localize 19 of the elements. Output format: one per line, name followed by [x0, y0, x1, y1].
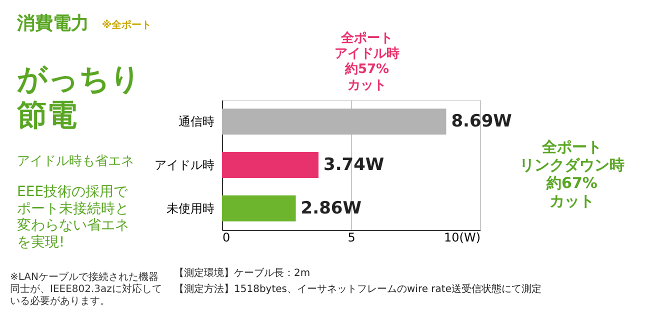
y-tick-label: 未使用時 [166, 201, 214, 216]
y-tick-label: アイドル時 [154, 158, 214, 172]
text: ※LANケーブルで接続された機器同士が、IEEE802.3azに対応している必要があります。 [10, 271, 162, 307]
y-tick-label: 通信時 [178, 114, 214, 129]
text: ※全ポート [102, 19, 152, 31]
text: 【測定方法】1518bytes、イーサネットフレームのwire rate送受信状態にて測定 [174, 283, 542, 295]
x-tick-label: 10(W) [444, 230, 480, 244]
text: アイドル時も省エネ [17, 154, 134, 169]
data-label: 3.74W [323, 155, 384, 175]
text: 【測定環境】ケーブル長：2m [174, 267, 310, 279]
x-tick-label: 5 [348, 230, 356, 244]
data-label: 2.86W [300, 198, 362, 218]
text: 消費電力 [16, 13, 89, 34]
text: がっちり節電 [16, 62, 141, 133]
data-label: 8.69W [451, 112, 512, 132]
x-tick-label: 0 [222, 230, 230, 244]
text: EEE技術の採用でポート未接続時と変わらない省エネを実現! [17, 184, 129, 250]
text: 全ポートアイドル時約57%カット [334, 31, 400, 93]
text: 全ポートリンクダウン時約67%カット [520, 138, 624, 210]
